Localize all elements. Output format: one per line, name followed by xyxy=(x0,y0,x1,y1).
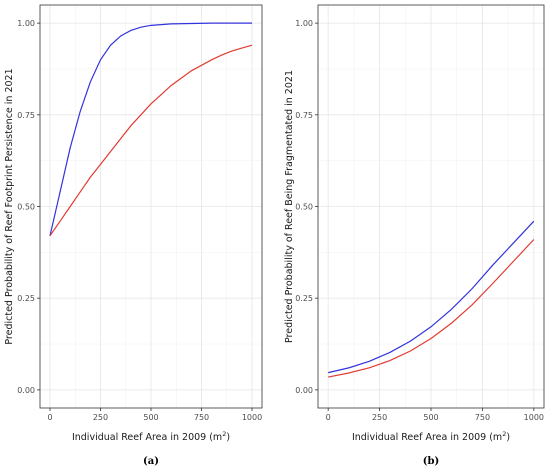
x-tick-label: 500 xyxy=(423,413,438,422)
series-line-1 xyxy=(328,220,535,374)
x-tick-label: 1000 xyxy=(524,413,544,422)
panel-label: (a) xyxy=(143,456,159,467)
y-tick-label: 0.25 xyxy=(295,294,313,303)
y-tick-label: 0.50 xyxy=(17,203,35,212)
x-tick-label: 250 xyxy=(372,413,387,422)
y-tick-label: 0.25 xyxy=(17,294,35,303)
x-tick-label: 500 xyxy=(143,413,158,422)
y-tick-label: 0.75 xyxy=(295,111,313,120)
y-tick-label: 0.75 xyxy=(17,111,35,120)
x-tick-label: 1000 xyxy=(242,413,262,422)
y-tick-label: 0.00 xyxy=(17,386,35,395)
panel-b: 0 250 500 750 1000 0.00 0.25 0.50 0.75 1.00 Indivi… xyxy=(284,4,545,467)
x-tick-label: 250 xyxy=(93,413,108,422)
series-line-2 xyxy=(49,44,253,237)
panel-a: 0 250 500 750 1000 0.00 0.25 0.50 0.75 1.00 Indivi… xyxy=(4,4,263,467)
x-axis-title: Individual Reef Area in 2009 (m2) xyxy=(352,430,510,443)
y-tick-label: 1.00 xyxy=(295,19,313,28)
series-line-1 xyxy=(49,22,253,236)
x-tick-label: 750 xyxy=(194,413,209,422)
y-axis-title: Predicted Probability of Reef Footprint … xyxy=(4,68,15,344)
panel-label: (b) xyxy=(423,456,439,467)
series-line-2 xyxy=(328,239,535,378)
x-tick-label: 750 xyxy=(475,413,490,422)
y-axis-title: Predicted Probability of Reef Being Frag… xyxy=(284,70,295,343)
x-axis-title: Individual Reef Area in 2009 (m2) xyxy=(72,430,230,443)
x-tick-label: 0 xyxy=(47,413,52,422)
y-tick-label: 1.00 xyxy=(17,19,35,28)
y-tick-label: 0.50 xyxy=(295,203,313,212)
y-tick-label: 0.00 xyxy=(295,386,313,395)
x-tick-label: 0 xyxy=(326,413,331,422)
